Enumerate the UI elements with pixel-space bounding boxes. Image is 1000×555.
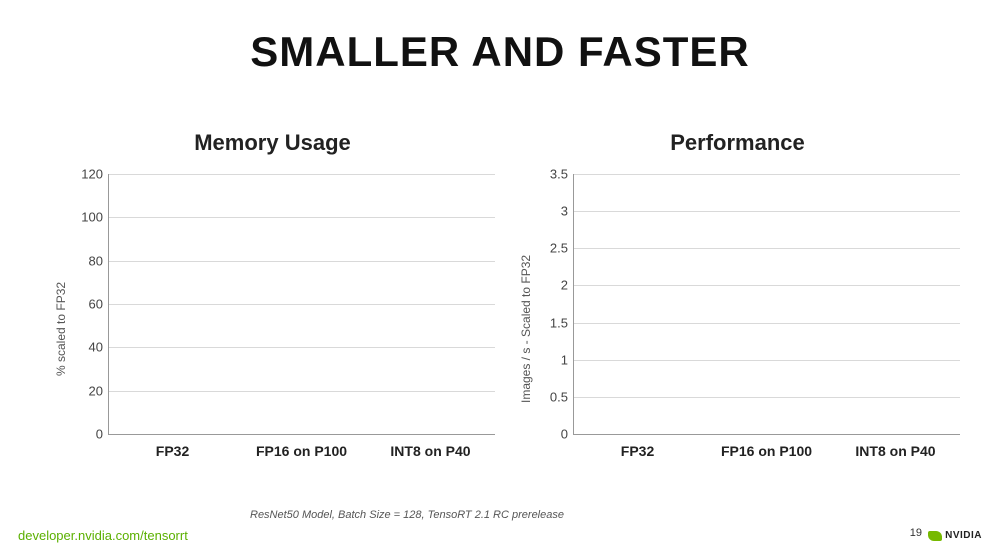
- y-tick-label: 60: [89, 297, 109, 312]
- nvidia-logo: NVIDIA: [928, 530, 982, 541]
- nvidia-eye-icon: [928, 531, 942, 541]
- chart-title: Memory Usage: [194, 130, 351, 156]
- y-tick-label: 80: [89, 253, 109, 268]
- plot: 020406080100120 FP32FP16 on P100INT8 on …: [68, 174, 495, 459]
- y-tick-label: 3.5: [550, 167, 574, 182]
- x-tick-label: INT8 on P40: [831, 435, 960, 459]
- chart-title: Performance: [670, 130, 805, 156]
- y-tick-label: 40: [89, 340, 109, 355]
- chart-performance: Performance Images / s - Scaled to FP32 …: [515, 130, 960, 459]
- slide: SMALLER AND FASTER Memory Usage % scaled…: [0, 0, 1000, 555]
- y-tick-label: 120: [81, 167, 109, 182]
- slide-title: SMALLER AND FASTER: [0, 28, 1000, 76]
- x-tick-label: FP32: [573, 435, 702, 459]
- plot-area: 00.511.522.533.5: [573, 174, 960, 435]
- y-tick-label: 100: [81, 210, 109, 225]
- chart-memory: Memory Usage % scaled to FP32 0204060801…: [50, 130, 495, 459]
- x-axis-labels: FP32FP16 on P100INT8 on P40: [108, 435, 495, 459]
- plot-area: 020406080100120: [108, 174, 495, 435]
- y-tick-label: 3: [561, 204, 574, 219]
- y-tick-label: 0: [96, 427, 109, 442]
- y-tick-label: 20: [89, 383, 109, 398]
- x-tick-label: INT8 on P40: [366, 435, 495, 459]
- footer-caption: ResNet50 Model, Batch Size = 128, TensoR…: [250, 509, 564, 521]
- x-axis-labels: FP32FP16 on P100INT8 on P40: [573, 435, 960, 459]
- x-tick-label: FP32: [108, 435, 237, 459]
- y-tick-label: 2: [561, 278, 574, 293]
- chart-body: % scaled to FP32 020406080100120 FP32FP1…: [50, 174, 495, 459]
- chart-body: Images / s - Scaled to FP32 00.511.522.5…: [515, 174, 960, 459]
- charts-row: Memory Usage % scaled to FP32 0204060801…: [50, 130, 960, 459]
- y-axis-label: % scaled to FP32: [50, 199, 68, 459]
- footer-link: developer.nvidia.com/tensorrt: [18, 528, 188, 543]
- y-tick-label: 1: [561, 352, 574, 367]
- y-tick-label: 0: [561, 427, 574, 442]
- y-tick-label: 0.5: [550, 389, 574, 404]
- x-tick-label: FP16 on P100: [237, 435, 366, 459]
- nvidia-logo-text: NVIDIA: [945, 530, 982, 541]
- plot: 00.511.522.533.5 FP32FP16 on P100INT8 on…: [533, 174, 960, 459]
- bars-container: [109, 174, 495, 434]
- y-tick-label: 1.5: [550, 315, 574, 330]
- x-tick-label: FP16 on P100: [702, 435, 831, 459]
- y-tick-label: 2.5: [550, 241, 574, 256]
- page-number: 19: [910, 527, 922, 539]
- y-axis-label: Images / s - Scaled to FP32: [515, 199, 533, 459]
- bars-container: [574, 174, 960, 434]
